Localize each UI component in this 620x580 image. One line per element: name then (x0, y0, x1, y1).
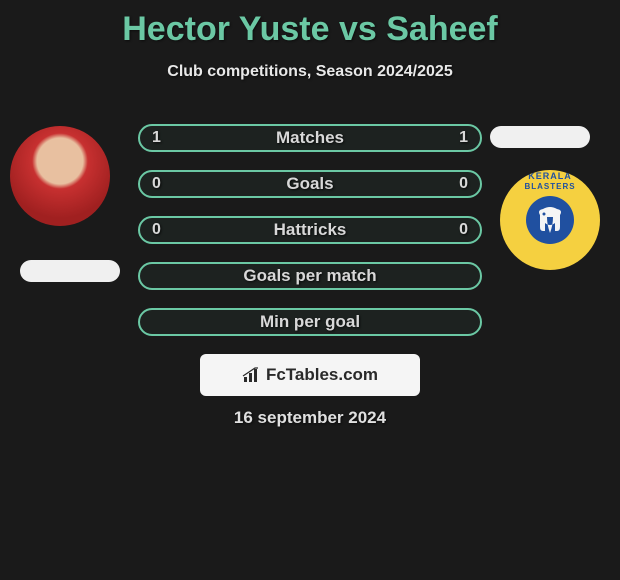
stats-container: 1 Matches 1 0 Goals 0 0 Hattricks 0 Goal… (138, 124, 482, 354)
stat-right-value: 0 (459, 221, 468, 239)
stat-right-value: 0 (459, 175, 468, 193)
stat-right-value: 1 (459, 129, 468, 147)
stat-label: Goals per match (243, 266, 376, 286)
stat-row-goals: 0 Goals 0 (138, 170, 482, 198)
chart-icon (242, 367, 262, 383)
player1-flag (20, 260, 120, 282)
club-name-top: KERALA (528, 171, 572, 181)
player1-name: Hector Yuste (122, 10, 329, 48)
stat-row-hattricks: 0 Hattricks 0 (138, 216, 482, 244)
stat-label: Hattricks (274, 220, 347, 240)
subtitle: Club competitions, Season 2024/2025 (0, 63, 620, 81)
stat-left-value: 1 (152, 129, 161, 147)
player2-club-badge: KERALA BLASTERS (500, 170, 600, 270)
stat-left-value: 0 (152, 175, 161, 193)
stat-row-min-per-goal: Min per goal (138, 308, 482, 336)
stat-label: Goals (286, 174, 333, 194)
player2-name: Saheef (386, 10, 498, 48)
comparison-title: Hector Yuste vs Saheef (0, 0, 620, 49)
site-logo: FcTables.com (200, 354, 420, 396)
elephant-icon (525, 195, 575, 245)
stat-row-matches: 1 Matches 1 (138, 124, 482, 152)
stat-row-goals-per-match: Goals per match (138, 262, 482, 290)
date-text: 16 september 2024 (0, 408, 620, 428)
logo-text: FcTables.com (266, 365, 378, 385)
player2-flag (490, 126, 590, 148)
stat-label: Min per goal (260, 312, 360, 332)
stat-left-value: 0 (152, 221, 161, 239)
player1-avatar (10, 126, 110, 226)
stat-label: Matches (276, 128, 344, 148)
club-name-bottom: BLASTERS (524, 182, 575, 191)
vs-separator: vs (339, 10, 377, 48)
